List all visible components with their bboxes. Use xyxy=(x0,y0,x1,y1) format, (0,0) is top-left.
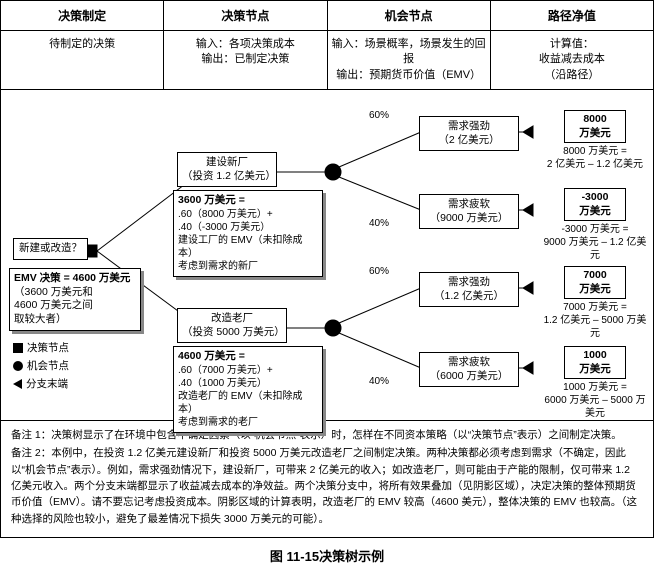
outcome-3: 7000 万美元 7000 万美元 = 1.2 亿美元 – 5000 万美元 xyxy=(541,266,649,340)
branch2-title-box: 改造老厂 （投资 5000 万美元） xyxy=(177,308,287,343)
demand-weak-1: 需求疲软 （9000 万美元） xyxy=(419,194,519,229)
branch2-emv-body: .60（7000 万美元）+ .40（1000 万美元） 改造老厂的 EMV（未… xyxy=(178,364,318,429)
sub-col-2: 输入：各项决策成本 输出：已制定决策 xyxy=(164,31,327,89)
branch1-emv-body: .60（8000 万美元）+ .40（-3000 万美元） 建设工厂的 EMV（… xyxy=(178,208,318,273)
tree-diagram: 新建或改造？ EMV 决策 = 4600 万美元 （3600 万美元和 4600… xyxy=(1,90,653,420)
outcome-1: 8000 万美元 8000 万美元 = 2 亿美元 – 1.2 亿美元 xyxy=(541,110,649,171)
branch1-title-box: 建设新厂 （投资 1.2 亿美元） xyxy=(177,152,277,187)
sub-col-1: 待制定的决策 xyxy=(1,31,164,89)
circle-icon xyxy=(13,361,23,371)
outcome-4-value: 1000 万美元 xyxy=(564,346,626,379)
prob-b1-40: 40% xyxy=(369,218,389,231)
legend-end: 分支末端 xyxy=(13,376,69,394)
outcome-2: -3000 万美元 -3000 万美元 = 9000 万美元 – 1.2 亿美元 xyxy=(541,188,649,262)
prob-b2-60: 60% xyxy=(369,266,389,279)
square-icon xyxy=(13,343,23,353)
root-emv-label: EMV 决策 = 4600 万美元 xyxy=(14,272,136,286)
root-emv-box: EMV 决策 = 4600 万美元 （3600 万美元和 4600 万美元之间 … xyxy=(9,268,141,331)
triangle-icon xyxy=(13,379,22,389)
legend-end-label: 分支末端 xyxy=(26,378,68,390)
outcome-3-calc: 7000 万美元 = 1.2 亿美元 – 5000 万美元 xyxy=(541,299,649,340)
branch2-emv-box: 4600 万美元 = .60（7000 万美元）+ .40（1000 万美元） … xyxy=(173,346,323,433)
sub-col-3: 输入：场景概率，场景发生的回报 输出：预期货币价值（EMV） xyxy=(328,31,491,89)
prob-b1-60: 60% xyxy=(369,110,389,123)
branch2-emv-title: 4600 万美元 = xyxy=(178,350,318,364)
outcome-2-value: -3000 万美元 xyxy=(564,188,626,221)
diagram-frame: 决策制定 决策节点 机会节点 路径净值 待制定的决策 输入：各项决策成本 输出：… xyxy=(0,0,654,538)
legend-chance-label: 机会节点 xyxy=(27,360,69,372)
sub-col-4: 计算值： 收益减去成本 （沿路径） xyxy=(491,31,653,89)
outcome-3-value: 7000 万美元 xyxy=(564,266,626,299)
subheader-row: 待制定的决策 输入：各项决策成本 输出：已制定决策 输入：场景概率，场景发生的回… xyxy=(1,31,653,90)
note-1: 备注 1：决策树显示了在环境中包含不确定因素（以“机会节点”表示）时，怎样在不同… xyxy=(11,427,643,443)
hdr-col-2: 决策节点 xyxy=(164,1,327,30)
outcome-1-calc: 8000 万美元 = 2 亿美元 – 1.2 亿美元 xyxy=(541,143,649,171)
legend: 决策节点 机会节点 分支末端 xyxy=(13,340,69,394)
hdr-col-3: 机会节点 xyxy=(328,1,491,30)
legend-decision-label: 决策节点 xyxy=(27,342,69,354)
root-emv-detail: （3600 万美元和 4600 万美元之间 取较大者） xyxy=(14,286,136,327)
outcome-4: 1000 万美元 1000 万美元 = 6000 万美元 – 5000 万美元 xyxy=(541,346,649,420)
outcome-1-value: 8000 万美元 xyxy=(564,110,626,143)
figure-caption: 图 11-15决策树示例 xyxy=(0,538,654,571)
header-row: 决策制定 决策节点 机会节点 路径净值 xyxy=(1,1,653,31)
note-2: 备注 2：本例中，在投资 1.2 亿美元建设新厂和投资 5000 万美元改造老厂… xyxy=(11,445,643,526)
outcome-4-calc: 1000 万美元 = 6000 万美元 – 5000 万美元 xyxy=(541,379,649,420)
legend-decision: 决策节点 xyxy=(13,340,69,358)
branch1-emv-box: 3600 万美元 = .60（8000 万美元）+ .40（-3000 万美元）… xyxy=(173,190,323,277)
demand-strong-2: 需求强劲 （1.2 亿美元） xyxy=(419,272,519,307)
hdr-col-1: 决策制定 xyxy=(1,1,164,30)
notes: 备注 1：决策树显示了在环境中包含不确定因素（以“机会节点”表示）时，怎样在不同… xyxy=(1,420,653,537)
prob-b2-40: 40% xyxy=(369,376,389,389)
root-question-box: 新建或改造？ xyxy=(13,238,88,260)
demand-weak-2: 需求疲软 （6000 万美元） xyxy=(419,352,519,387)
outcome-2-calc: -3000 万美元 = 9000 万美元 – 1.2 亿美元 xyxy=(541,221,649,262)
legend-chance: 机会节点 xyxy=(13,358,69,376)
branch1-emv-title: 3600 万美元 = xyxy=(178,194,318,208)
demand-strong-1: 需求强劲 （2 亿美元） xyxy=(419,116,519,151)
hdr-col-4: 路径净值 xyxy=(491,1,653,30)
